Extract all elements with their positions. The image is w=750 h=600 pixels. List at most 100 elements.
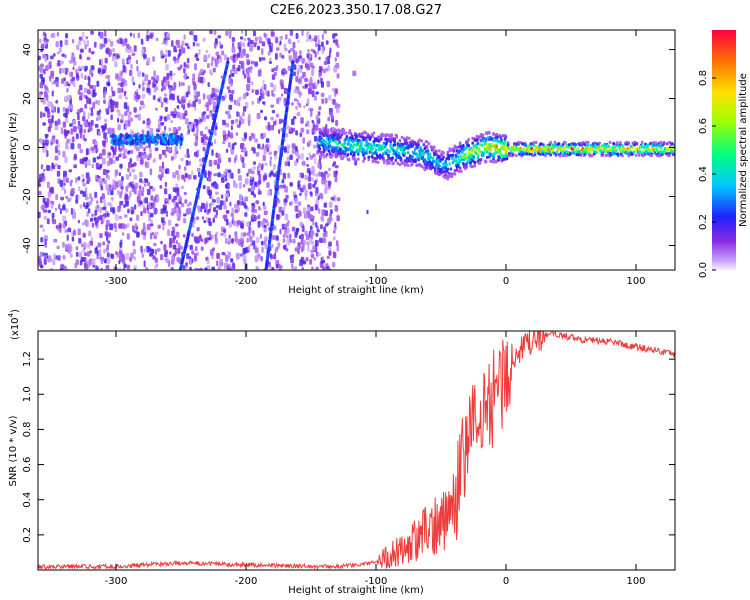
noise-cell <box>177 126 181 131</box>
trace-cell <box>655 147 659 152</box>
trace-cell <box>455 168 459 172</box>
noise-cell <box>290 257 294 264</box>
noise-cell <box>104 30 107 37</box>
noise-cell <box>321 34 324 40</box>
noise-cell <box>242 70 245 76</box>
noise-cell <box>155 75 160 82</box>
noise-cell <box>197 76 202 83</box>
noise-cell <box>149 219 153 223</box>
noise-cell <box>130 117 134 122</box>
noise-cell <box>56 170 61 177</box>
noise-cell <box>291 143 296 149</box>
noise-cell <box>317 195 320 201</box>
noise-cell <box>197 149 200 153</box>
noise-cell <box>217 266 221 270</box>
trace-cell <box>426 161 430 165</box>
noise-cell <box>167 229 171 237</box>
noise-cell <box>333 230 336 234</box>
noise-cell <box>189 245 193 250</box>
noise-cell <box>317 79 320 84</box>
noise-cell <box>152 95 156 101</box>
noise-cell <box>258 57 262 62</box>
noise-cell <box>255 215 258 220</box>
trace-cell <box>532 143 536 148</box>
noise-cell <box>271 267 275 270</box>
trace-cell <box>495 144 498 149</box>
noise-cell <box>300 127 305 133</box>
noise-cell <box>209 72 213 76</box>
noise-cell <box>119 70 123 76</box>
noise-cell <box>194 63 197 71</box>
noise-cell <box>312 153 316 158</box>
noise-cell <box>193 35 198 42</box>
noise-cell <box>215 231 219 235</box>
noise-cell <box>267 124 271 131</box>
noise-cell <box>238 182 242 189</box>
noise-cell <box>160 217 165 223</box>
noise-cell <box>225 177 228 182</box>
trace-cell <box>634 153 638 157</box>
noise-cell <box>239 116 243 122</box>
trace-cell <box>325 152 329 156</box>
noise-cell <box>200 130 203 137</box>
noise-cell <box>230 69 233 74</box>
noise-cell <box>79 48 84 53</box>
trace-cell <box>438 155 441 159</box>
noise-cell <box>209 195 212 199</box>
trace-cell <box>593 152 596 156</box>
trace-cell <box>374 160 378 164</box>
noise-cell <box>309 155 313 160</box>
noise-cell <box>225 31 229 36</box>
noise-cell <box>207 208 211 213</box>
noise-cell <box>291 118 295 126</box>
noise-cell <box>212 217 215 223</box>
noise-cell <box>198 98 201 105</box>
noise-cell <box>317 252 321 256</box>
noise-cell <box>270 125 274 131</box>
noise-cell <box>69 180 72 187</box>
noise-cell <box>216 163 220 169</box>
noise-cell <box>297 180 300 188</box>
noise-cell <box>101 193 105 200</box>
noise-cell <box>260 256 263 262</box>
noise-cell <box>82 222 86 226</box>
trace-cell <box>542 152 545 156</box>
cluster-cell <box>131 135 134 139</box>
noise-cell <box>51 212 55 219</box>
noise-cell <box>129 158 133 163</box>
trace-cell <box>377 135 381 139</box>
noise-cell <box>186 148 189 155</box>
noise-cell <box>295 151 299 158</box>
trace-cell <box>671 142 674 146</box>
noise-cell <box>240 30 244 34</box>
noise-cell <box>261 57 266 61</box>
noise-cell <box>236 200 241 205</box>
noise-cell <box>184 110 188 116</box>
noise-cell <box>163 54 168 58</box>
noise-cell <box>248 168 253 174</box>
x-tick-label: 0 <box>503 576 509 587</box>
noise-cell <box>162 224 165 231</box>
trace-cell <box>324 140 328 144</box>
noise-cell <box>42 112 46 117</box>
noise-cell <box>327 116 331 122</box>
noise-cell <box>208 53 211 59</box>
noise-cell <box>326 255 330 259</box>
trace-cell <box>488 131 491 135</box>
noise-cell <box>305 60 308 64</box>
noise-cell <box>333 237 336 241</box>
noise-cell <box>308 59 312 64</box>
noise-cell <box>143 232 146 236</box>
noise-cell <box>321 209 326 216</box>
noise-cell <box>103 179 108 185</box>
noise-cell <box>272 173 277 177</box>
noise-cell <box>299 221 304 227</box>
trace-cell <box>476 156 480 160</box>
noise-cell <box>294 197 298 205</box>
noise-cell <box>225 237 228 244</box>
noise-cell <box>65 117 69 123</box>
trace-cell <box>362 153 365 157</box>
noise-cell <box>173 108 177 115</box>
trace-cell <box>371 134 375 138</box>
noise-cell <box>306 129 310 135</box>
